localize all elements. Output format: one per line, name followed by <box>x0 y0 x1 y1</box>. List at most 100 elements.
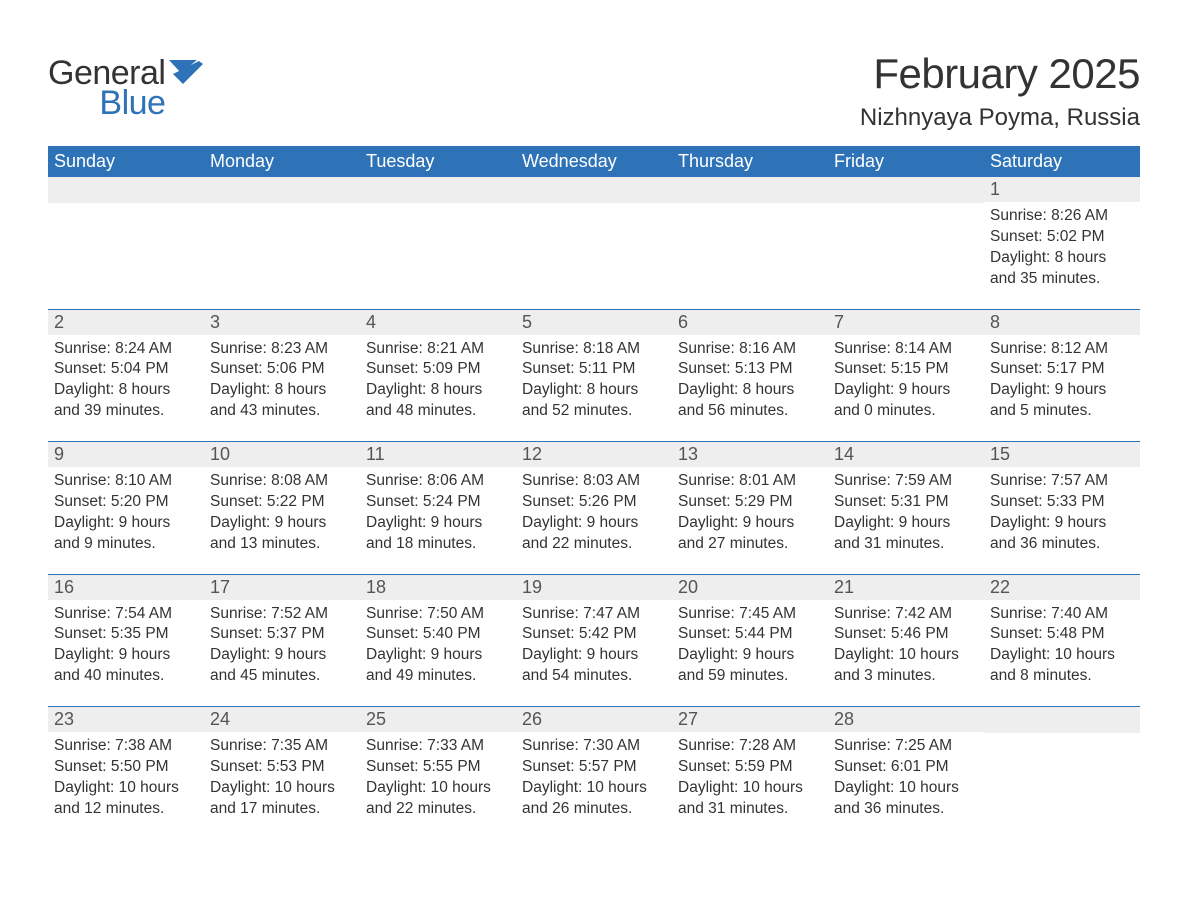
calendar-cell: 9Sunrise: 8:10 AMSunset: 5:20 PMDaylight… <box>48 442 204 574</box>
day-content: Sunrise: 7:35 AMSunset: 5:53 PMDaylight:… <box>204 732 360 828</box>
calendar-cell <box>48 177 204 309</box>
calendar-body: 1Sunrise: 8:26 AMSunset: 5:02 PMDaylight… <box>48 177 1140 839</box>
day-content: Sunrise: 7:47 AMSunset: 5:42 PMDaylight:… <box>516 600 672 696</box>
calendar-cell: 17Sunrise: 7:52 AMSunset: 5:37 PMDayligh… <box>204 575 360 707</box>
day-number: 22 <box>984 575 1140 600</box>
day-number-empty <box>984 707 1140 733</box>
day-content: Sunrise: 7:54 AMSunset: 5:35 PMDaylight:… <box>48 600 204 696</box>
day-number-empty <box>828 177 984 203</box>
calendar-cell: 2Sunrise: 8:24 AMSunset: 5:04 PMDaylight… <box>48 310 204 442</box>
day-number: 1 <box>984 177 1140 202</box>
calendar-cell <box>672 177 828 309</box>
day-content-empty <box>360 203 516 263</box>
day-header: Monday <box>204 146 360 177</box>
day-content: Sunrise: 7:40 AMSunset: 5:48 PMDaylight:… <box>984 600 1140 696</box>
day-number: 20 <box>672 575 828 600</box>
day-header-row: SundayMondayTuesdayWednesdayThursdayFrid… <box>48 146 1140 177</box>
day-content: Sunrise: 7:28 AMSunset: 5:59 PMDaylight:… <box>672 732 828 828</box>
calendar-cell: 3Sunrise: 8:23 AMSunset: 5:06 PMDaylight… <box>204 310 360 442</box>
calendar-cell: 23Sunrise: 7:38 AMSunset: 5:50 PMDayligh… <box>48 707 204 839</box>
day-content-empty <box>516 203 672 263</box>
day-content: Sunrise: 7:50 AMSunset: 5:40 PMDaylight:… <box>360 600 516 696</box>
day-content: Sunrise: 8:18 AMSunset: 5:11 PMDaylight:… <box>516 335 672 431</box>
day-number-empty <box>48 177 204 203</box>
calendar-cell: 28Sunrise: 7:25 AMSunset: 6:01 PMDayligh… <box>828 707 984 839</box>
day-header: Thursday <box>672 146 828 177</box>
day-content: Sunrise: 8:08 AMSunset: 5:22 PMDaylight:… <box>204 467 360 563</box>
calendar-cell <box>204 177 360 309</box>
day-number: 28 <box>828 707 984 732</box>
day-content: Sunrise: 8:21 AMSunset: 5:09 PMDaylight:… <box>360 335 516 431</box>
day-number: 13 <box>672 442 828 467</box>
calendar-cell: 24Sunrise: 7:35 AMSunset: 5:53 PMDayligh… <box>204 707 360 839</box>
calendar-cell: 20Sunrise: 7:45 AMSunset: 5:44 PMDayligh… <box>672 575 828 707</box>
day-content: Sunrise: 8:10 AMSunset: 5:20 PMDaylight:… <box>48 467 204 563</box>
day-number: 23 <box>48 707 204 732</box>
calendar-cell: 10Sunrise: 8:08 AMSunset: 5:22 PMDayligh… <box>204 442 360 574</box>
day-number-empty <box>672 177 828 203</box>
day-number-empty <box>360 177 516 203</box>
day-number: 24 <box>204 707 360 732</box>
calendar-cell: 21Sunrise: 7:42 AMSunset: 5:46 PMDayligh… <box>828 575 984 707</box>
day-number: 18 <box>360 575 516 600</box>
calendar-cell: 8Sunrise: 8:12 AMSunset: 5:17 PMDaylight… <box>984 310 1140 442</box>
day-content: Sunrise: 8:16 AMSunset: 5:13 PMDaylight:… <box>672 335 828 431</box>
day-content-empty <box>204 203 360 263</box>
day-number: 15 <box>984 442 1140 467</box>
day-content: Sunrise: 7:25 AMSunset: 6:01 PMDaylight:… <box>828 732 984 828</box>
calendar-cell: 5Sunrise: 8:18 AMSunset: 5:11 PMDaylight… <box>516 310 672 442</box>
day-content: Sunrise: 8:24 AMSunset: 5:04 PMDaylight:… <box>48 335 204 431</box>
month-title: February 2025 <box>860 50 1140 98</box>
day-number: 8 <box>984 310 1140 335</box>
day-number: 2 <box>48 310 204 335</box>
day-content-empty <box>984 733 1140 793</box>
calendar-cell: 14Sunrise: 7:59 AMSunset: 5:31 PMDayligh… <box>828 442 984 574</box>
day-number: 14 <box>828 442 984 467</box>
day-number: 17 <box>204 575 360 600</box>
day-number: 16 <box>48 575 204 600</box>
day-number: 19 <box>516 575 672 600</box>
day-content: Sunrise: 8:26 AMSunset: 5:02 PMDaylight:… <box>984 202 1140 298</box>
logo-text: General Blue <box>48 56 165 120</box>
day-header: Wednesday <box>516 146 672 177</box>
calendar-cell: 25Sunrise: 7:33 AMSunset: 5:55 PMDayligh… <box>360 707 516 839</box>
calendar-week: 9Sunrise: 8:10 AMSunset: 5:20 PMDaylight… <box>48 442 1140 574</box>
day-number: 9 <box>48 442 204 467</box>
calendar-cell: 18Sunrise: 7:50 AMSunset: 5:40 PMDayligh… <box>360 575 516 707</box>
day-number: 25 <box>360 707 516 732</box>
day-content: Sunrise: 8:01 AMSunset: 5:29 PMDaylight:… <box>672 467 828 563</box>
day-content: Sunrise: 8:12 AMSunset: 5:17 PMDaylight:… <box>984 335 1140 431</box>
day-content: Sunrise: 7:30 AMSunset: 5:57 PMDaylight:… <box>516 732 672 828</box>
calendar-cell <box>516 177 672 309</box>
day-content-empty <box>672 203 828 263</box>
calendar-week: 2Sunrise: 8:24 AMSunset: 5:04 PMDaylight… <box>48 310 1140 442</box>
calendar-head: SundayMondayTuesdayWednesdayThursdayFrid… <box>48 146 1140 177</box>
day-content: Sunrise: 7:33 AMSunset: 5:55 PMDaylight:… <box>360 732 516 828</box>
calendar-cell: 6Sunrise: 8:16 AMSunset: 5:13 PMDaylight… <box>672 310 828 442</box>
day-number: 12 <box>516 442 672 467</box>
calendar-week: 1Sunrise: 8:26 AMSunset: 5:02 PMDaylight… <box>48 177 1140 309</box>
day-number-empty <box>204 177 360 203</box>
calendar-cell: 22Sunrise: 7:40 AMSunset: 5:48 PMDayligh… <box>984 575 1140 707</box>
header: General Blue February 2025 Nizhnyaya Poy… <box>48 50 1140 132</box>
logo: General Blue <box>48 56 203 120</box>
page: General Blue February 2025 Nizhnyaya Poy… <box>0 0 1188 899</box>
location: Nizhnyaya Poyma, Russia <box>860 104 1140 132</box>
day-content: Sunrise: 8:23 AMSunset: 5:06 PMDaylight:… <box>204 335 360 431</box>
calendar-cell: 16Sunrise: 7:54 AMSunset: 5:35 PMDayligh… <box>48 575 204 707</box>
day-number: 27 <box>672 707 828 732</box>
day-content: Sunrise: 8:06 AMSunset: 5:24 PMDaylight:… <box>360 467 516 563</box>
day-number: 6 <box>672 310 828 335</box>
calendar-cell: 26Sunrise: 7:30 AMSunset: 5:57 PMDayligh… <box>516 707 672 839</box>
day-content: Sunrise: 7:52 AMSunset: 5:37 PMDaylight:… <box>204 600 360 696</box>
day-content: Sunrise: 7:45 AMSunset: 5:44 PMDaylight:… <box>672 600 828 696</box>
day-number: 3 <box>204 310 360 335</box>
day-number: 26 <box>516 707 672 732</box>
day-content-empty <box>48 203 204 263</box>
day-header: Sunday <box>48 146 204 177</box>
day-number: 4 <box>360 310 516 335</box>
calendar-cell: 27Sunrise: 7:28 AMSunset: 5:59 PMDayligh… <box>672 707 828 839</box>
day-content: Sunrise: 8:14 AMSunset: 5:15 PMDaylight:… <box>828 335 984 431</box>
day-header: Tuesday <box>360 146 516 177</box>
calendar-cell: 13Sunrise: 8:01 AMSunset: 5:29 PMDayligh… <box>672 442 828 574</box>
